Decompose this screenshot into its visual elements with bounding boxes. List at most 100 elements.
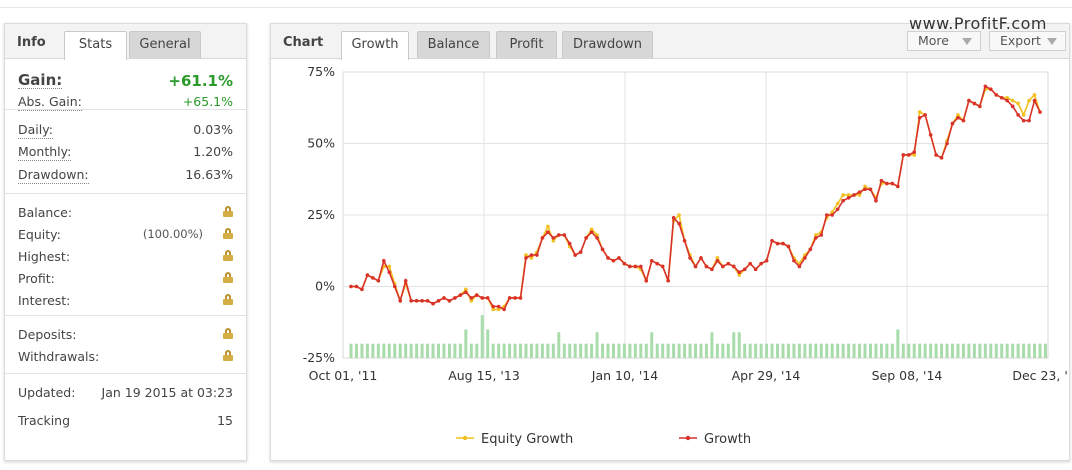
drawdown-bar — [721, 343, 725, 358]
drawdown-bar — [726, 343, 730, 358]
balance-lock-icon[interactable] — [223, 205, 233, 220]
equity-point — [814, 233, 818, 237]
info-title: Info — [17, 35, 46, 50]
drawdown-bar — [447, 343, 451, 358]
tab-general[interactable]: General — [129, 31, 201, 59]
drawdown-bar — [644, 343, 648, 358]
equity-point — [464, 287, 468, 292]
y-tick-label: -25% — [303, 350, 335, 365]
drawdown-bar — [628, 343, 632, 358]
tab-profit[interactable]: Profit — [496, 31, 557, 59]
drawdown-bar — [415, 343, 419, 358]
growth-point — [808, 247, 813, 252]
growth-point — [983, 84, 988, 89]
drawdown-bar — [858, 343, 862, 358]
drawdown-bar — [502, 343, 506, 358]
growth-point — [950, 121, 955, 126]
growth-point — [1021, 118, 1026, 123]
drawdown-bar — [732, 332, 736, 358]
drawdown-bar — [551, 343, 555, 358]
withdrawals-row: Withdrawals: — [18, 349, 233, 367]
growth-point — [622, 261, 627, 266]
growth-point — [485, 296, 490, 300]
growth-point — [649, 258, 654, 263]
drawdown-bar — [371, 343, 375, 358]
growth-point — [524, 256, 528, 260]
growth-point — [742, 267, 747, 272]
tab-drawdown[interactable]: Drawdown — [562, 31, 653, 59]
growth-point — [392, 284, 397, 289]
growth-point — [928, 133, 933, 137]
interest-label: Interest: — [18, 293, 71, 308]
tracking-value: 15 — [217, 413, 233, 428]
growth-point — [458, 293, 463, 297]
drawdown-bar — [480, 315, 484, 358]
drawdown-bar — [830, 343, 834, 358]
tab-stats[interactable]: Stats — [64, 31, 127, 60]
growth-point — [442, 296, 446, 300]
growth-point — [770, 238, 774, 243]
drawdown-bar — [513, 343, 517, 358]
growth-point — [436, 299, 441, 303]
drawdown-bar — [994, 343, 998, 358]
drawdown-bar — [404, 343, 408, 358]
drawdown-bar — [437, 343, 440, 358]
drawdown-bar — [901, 343, 905, 358]
deposits-lock-icon[interactable] — [223, 327, 233, 342]
highest-lock-icon[interactable] — [223, 249, 233, 264]
withdrawals-label: Withdrawals: — [18, 349, 100, 364]
more-button[interactable]: More — [907, 31, 981, 51]
rates-section: Daily: 0.03% Monthly: 1.20% Drawdown: 16… — [5, 110, 246, 194]
growth-point — [655, 261, 660, 266]
growth-point — [934, 153, 938, 157]
growth-point — [633, 264, 638, 269]
equity-point — [469, 299, 474, 303]
interest-lock-icon[interactable] — [223, 293, 233, 308]
growth-point — [901, 153, 906, 157]
drawdown-bar — [694, 343, 697, 358]
growth-point — [956, 115, 960, 120]
growth-point — [562, 233, 567, 237]
drawdown-bar — [972, 343, 976, 358]
profit-lock-icon[interactable] — [223, 271, 233, 286]
growth-point — [540, 236, 545, 240]
growth-point — [999, 95, 1004, 100]
drawdown-bar — [1038, 343, 1042, 358]
growth-chart: 75% 50% 25% 0% -25% Oct 01, '11 Aug 15, '13 Ja… — [303, 64, 1069, 447]
updated-row: Updated: Jan 19 2015 at 03:23 — [18, 385, 233, 403]
growth-point — [704, 264, 709, 269]
growth-point — [1032, 98, 1037, 103]
x-tick-label: Jan 10, '14 — [591, 368, 658, 383]
withdrawals-lock-icon[interactable] — [223, 349, 233, 364]
drawdown-bar — [622, 343, 626, 358]
growth-point — [682, 238, 687, 243]
growth-point — [677, 221, 681, 226]
growth-point — [453, 296, 457, 300]
growth-point — [617, 256, 621, 260]
export-chevron-down-icon — [1047, 38, 1057, 45]
growth-point — [923, 113, 927, 117]
growth-point — [737, 270, 742, 274]
grid-layer — [342, 71, 1049, 359]
growth-point — [906, 153, 911, 157]
info-tabbar: Info Stats General — [5, 24, 246, 60]
drawdown-bar — [442, 343, 446, 358]
monthly-value: 1.20% — [193, 144, 233, 159]
tab-balance[interactable]: Balance — [417, 31, 490, 59]
abs-gain-label: Abs. Gain: — [18, 94, 82, 111]
top-divider — [0, 0, 1072, 8]
chart-panel: Chart Growth Balance Profit Drawdown www… — [270, 14, 1070, 461]
tab-growth[interactable]: Growth — [341, 31, 409, 60]
growth-point — [671, 216, 676, 220]
growth-point — [781, 241, 785, 246]
growth-point — [967, 98, 971, 103]
drawdown-bar — [650, 332, 654, 358]
y-tick-label: 50% — [307, 136, 335, 151]
deposits-label: Deposits: — [18, 327, 77, 342]
drawdown-bar — [426, 343, 430, 358]
equity-lock-icon[interactable] — [223, 227, 233, 242]
growth-point — [846, 196, 851, 200]
growth-point — [1038, 110, 1042, 114]
export-button[interactable]: Export — [989, 31, 1066, 51]
gain-row: Gain: +61.1% — [18, 72, 233, 92]
